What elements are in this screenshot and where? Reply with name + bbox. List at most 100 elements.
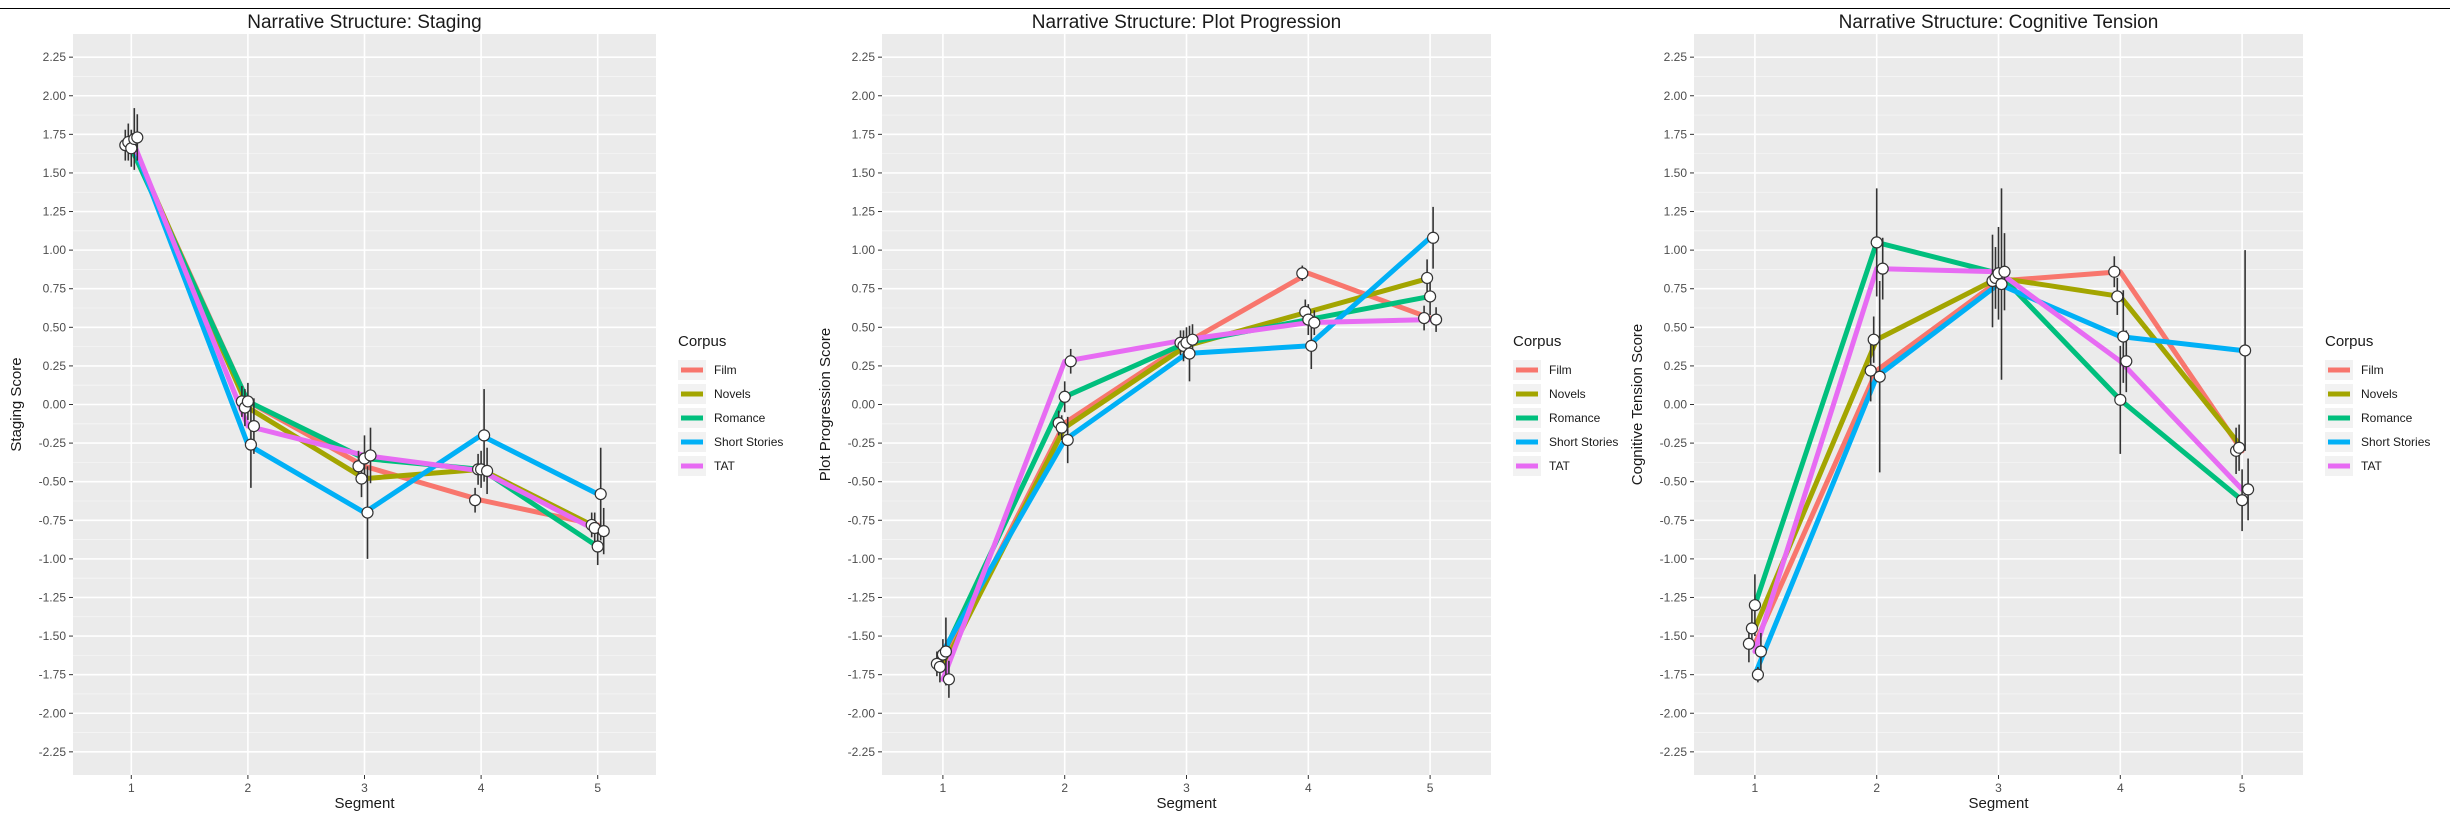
legend-label-film: Film	[1549, 363, 1572, 377]
y-tick-label: 1.25	[43, 205, 67, 219]
x-tick-label: 1	[128, 781, 135, 795]
data-point-short-stories	[1305, 339, 1318, 352]
y-tick-label: 1.50	[852, 166, 876, 180]
x-tick-label: 3	[1995, 781, 2002, 795]
y-tick-label: -1.75	[848, 668, 876, 682]
y-tick-label: -0.50	[848, 475, 876, 489]
legend-label-romance: Romance	[1549, 411, 1601, 425]
y-tick-label: 0.50	[852, 320, 876, 334]
x-tick-label: 1	[940, 781, 947, 795]
data-point-novels	[1420, 271, 1434, 285]
legend-label-romance: Romance	[2361, 411, 2413, 425]
y-tick-label: -0.75	[848, 513, 876, 527]
y-tick-label: 2.25	[1664, 50, 1688, 64]
x-tick-label: 2	[245, 781, 252, 795]
y-tick-label: -0.50	[39, 475, 67, 489]
data-point-tat	[1876, 262, 1889, 275]
x-tick-label: 5	[594, 781, 601, 795]
data-point-novels	[1055, 421, 1068, 434]
legend-label-tat: TAT	[714, 459, 736, 473]
chart-title: Narrative Structure: Staging	[247, 12, 481, 33]
y-tick-label: -1.50	[39, 629, 67, 643]
legend-title: Corpus	[1513, 333, 1561, 350]
data-point-novels	[2232, 441, 2246, 454]
y-tick-label: -1.00	[1660, 552, 1688, 566]
x-axis-label: Segment	[1156, 795, 1217, 812]
y-tick-label: -0.50	[1660, 475, 1688, 489]
y-tick-label: 0.50	[43, 320, 67, 334]
y-tick-label: -0.25	[1660, 436, 1688, 450]
y-tick-label: 0.25	[1664, 359, 1688, 373]
y-tick-label: -2.25	[848, 745, 876, 759]
data-point-short-stories	[2117, 330, 2130, 343]
legend-label-novels: Novels	[714, 387, 751, 401]
y-tick-label: -1.25	[848, 590, 876, 604]
legend-label-short-stories: Short Stories	[1549, 435, 1618, 449]
legend-label-short-stories: Short Stories	[2361, 435, 2430, 449]
y-tick-label: 0.75	[43, 282, 67, 296]
data-point-romance	[241, 395, 254, 408]
y-tick-label: 2.00	[1664, 89, 1688, 103]
y-axis-label: Staging Score	[8, 357, 25, 451]
y-tick-label: 1.25	[852, 205, 876, 219]
data-point-film	[2108, 265, 2121, 278]
x-tick-label: 2	[1061, 781, 1068, 795]
data-point-tat	[2120, 355, 2133, 368]
data-point-short-stories	[244, 438, 257, 451]
y-tick-label: 1.00	[852, 243, 876, 257]
data-point-short-stories	[1426, 231, 1440, 244]
chart-title: Narrative Structure: Plot Progression	[1032, 12, 1341, 33]
legend-label-tat: TAT	[2361, 459, 2383, 473]
data-point-short-stories	[2238, 344, 2252, 357]
y-tick-label: -1.00	[39, 552, 67, 566]
y-tick-label: -1.50	[848, 629, 876, 643]
y-tick-label: -2.25	[1660, 745, 1688, 759]
y-tick-label: -0.75	[1660, 513, 1688, 527]
data-point-novels	[933, 660, 946, 674]
data-point-romance	[1423, 290, 1437, 303]
data-point-short-stories	[1995, 277, 2008, 291]
legend-label-romance: Romance	[714, 411, 766, 425]
data-point-tat	[247, 420, 260, 433]
data-point-short-stories	[1183, 347, 1196, 360]
y-tick-label: -1.75	[1660, 668, 1688, 682]
data-point-short-stories	[478, 429, 491, 442]
data-point-short-stories	[939, 645, 952, 658]
y-tick-label: 0.00	[852, 398, 876, 412]
data-point-tat	[1064, 355, 1077, 368]
y-tick-label: 0.25	[852, 359, 876, 373]
y-tick-label: 2.25	[852, 50, 876, 64]
data-point-romance	[2235, 494, 2249, 507]
y-tick-label: -2.00	[39, 706, 67, 720]
y-tick-label: 2.25	[43, 50, 67, 64]
data-point-short-stories	[361, 506, 374, 519]
legend-label-tat: TAT	[1549, 459, 1571, 473]
legend-label-novels: Novels	[2361, 387, 2398, 401]
data-point-tat	[1186, 333, 1199, 346]
cognitive-tension-chart: -2.25 -2.00 -1.75 -1.50 -1.25 -1.00 -0.75 -0.50…	[1629, 12, 2430, 812]
y-tick-label: 1.75	[43, 127, 67, 141]
y-tick-label: -1.25	[39, 590, 67, 604]
y-axis-label: Plot Progression Score	[817, 328, 834, 481]
y-tick-label: 0.75	[1664, 282, 1688, 296]
data-point-tat	[364, 449, 377, 462]
data-point-short-stories	[1873, 370, 1886, 383]
y-tick-label: 2.00	[852, 89, 876, 103]
y-tick-label: -2.00	[848, 706, 876, 720]
x-axis-label: Segment	[1968, 795, 2029, 812]
data-point-novels	[1745, 622, 1759, 635]
y-tick-label: 1.50	[43, 166, 67, 180]
legend-label-film: Film	[714, 363, 737, 377]
data-point-tat	[481, 464, 494, 477]
data-point-tat	[1308, 316, 1321, 329]
x-axis-label: Segment	[334, 795, 395, 812]
x-tick-label: 1	[1752, 781, 1759, 795]
data-point-short-stories	[1061, 433, 1074, 447]
data-point-romance	[591, 540, 604, 553]
y-tick-label: 0.00	[1664, 398, 1688, 412]
data-point-film	[1417, 311, 1431, 325]
y-tick-label: -1.50	[1660, 629, 1688, 643]
y-tick-label: -1.75	[39, 668, 67, 682]
chart-title: Narrative Structure: Cognitive Tension	[1839, 12, 2159, 33]
plot-progression-chart: -2.25 -2.00 -1.75 -1.50 -1.25 -1.00 -0.75 -0.50…	[817, 12, 1618, 812]
